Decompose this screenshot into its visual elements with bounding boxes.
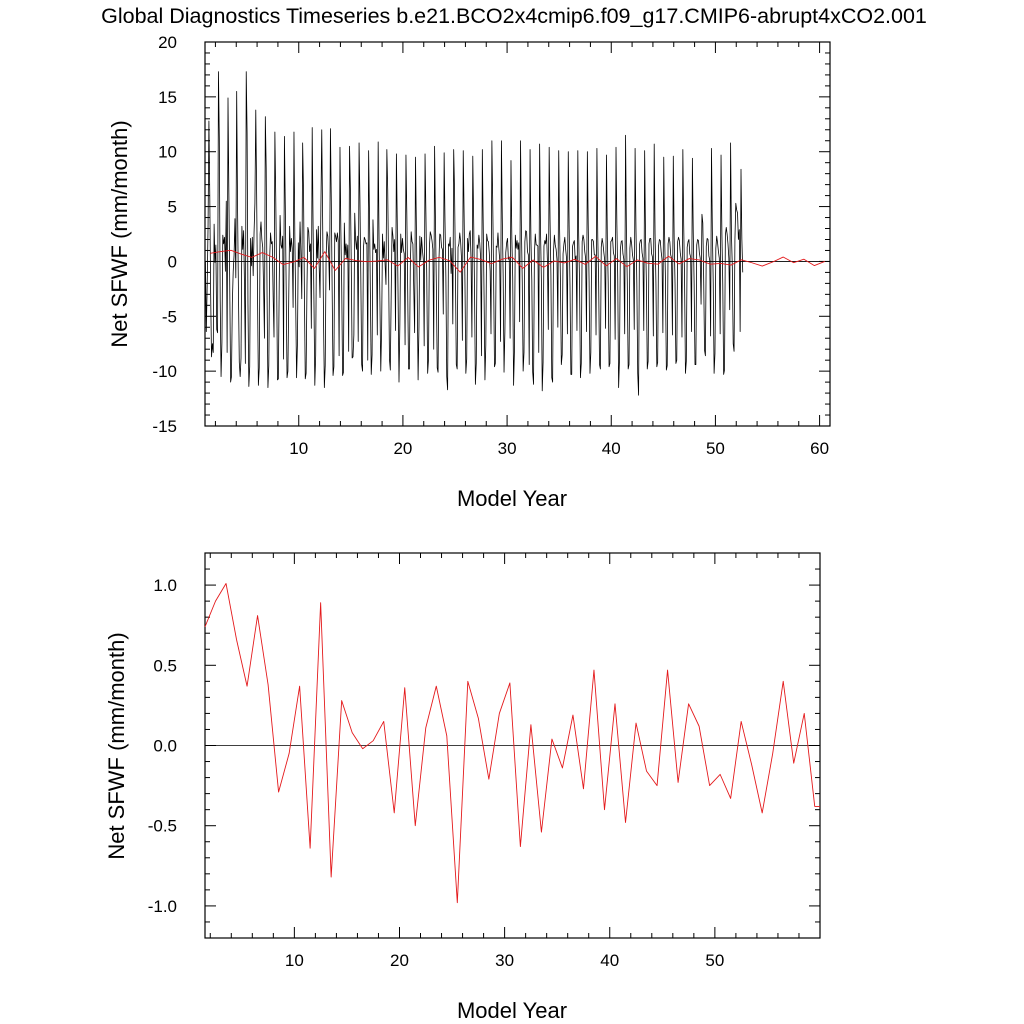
bottom-x-tick-label: 40	[600, 951, 619, 970]
top-y-tick-label: 10	[158, 143, 177, 162]
bottom-x-tick-label: 10	[285, 951, 304, 970]
bottom-y-tick-label: -1.0	[148, 897, 177, 916]
top-y-axis-label: Net SFWF (mm/month)	[107, 120, 132, 347]
top-ticks: 10 20 30 40 50 60 -15 -10 -5 0 5 10 15 20	[152, 33, 830, 458]
top-y-tick-label: 0	[168, 252, 177, 271]
bottom-panel: 10 20 30 40 50 -1.0 -0.5 0.0 0.5 1.0 Model Year N…	[104, 552, 821, 1023]
top-plot-frame	[204, 41, 831, 427]
top-y-tick-label: 15	[158, 88, 177, 107]
top-y-tick-label: 20	[158, 33, 177, 52]
bottom-y-tick-label: 1.0	[153, 576, 177, 595]
top-x-axis-label: Model Year	[457, 486, 567, 511]
bottom-x-tick-label: 20	[390, 951, 409, 970]
bottom-y-axis-label: Net SFWF (mm/month)	[104, 632, 129, 859]
bottom-series-line-red	[204, 583, 820, 904]
top-series-line-red	[210, 249, 825, 273]
bottom-x-tick-label: 50	[705, 951, 724, 970]
figure-title: Global Diagnostics Timeseries b.e21.BCO2…	[101, 4, 927, 28]
top-x-tick-label: 50	[706, 439, 725, 458]
top-x-tick-label: 20	[393, 439, 412, 458]
top-x-tick-label: 30	[498, 439, 517, 458]
top-y-tick-label: -10	[152, 362, 177, 381]
bottom-ticks: 10 20 30 40 50 -1.0 -0.5 0.0 0.5 1.0	[148, 552, 821, 970]
top-x-tick-label: 60	[810, 439, 829, 458]
bottom-series	[204, 583, 820, 904]
top-series	[205, 71, 825, 396]
top-y-tick-label: -5	[162, 307, 177, 326]
top-x-tick-label: 10	[289, 439, 308, 458]
bottom-x-axis-label: Model Year	[457, 998, 567, 1023]
top-series-line-black	[205, 71, 744, 396]
bottom-x-tick-label: 30	[495, 951, 514, 970]
top-x-tick-label: 40	[602, 439, 621, 458]
bottom-y-tick-label: 0.0	[153, 737, 177, 756]
top-y-tick-label: -15	[152, 417, 177, 436]
top-y-tick-label: 5	[168, 198, 177, 217]
bottom-y-tick-label: -0.5	[148, 817, 177, 836]
bottom-y-tick-label: 0.5	[153, 656, 177, 675]
